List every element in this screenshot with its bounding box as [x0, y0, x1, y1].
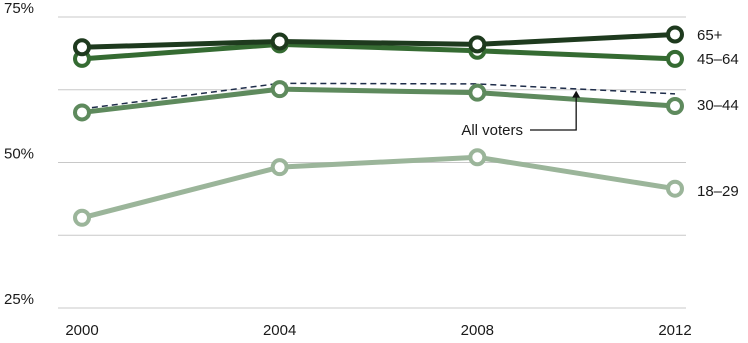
series-line	[81, 31, 676, 50]
series-lines	[81, 31, 676, 221]
y-tick-label: 50%	[4, 146, 34, 163]
series-markers	[73, 25, 684, 227]
x-tick-label: 2004	[263, 322, 296, 339]
data-point	[666, 179, 684, 198]
series-label: 65+	[697, 27, 723, 44]
data-point	[666, 25, 684, 44]
data-point	[468, 83, 487, 102]
x-tick-label: 2012	[658, 322, 691, 339]
annotation-label: All voters	[461, 122, 523, 139]
annotation-arrowhead	[572, 90, 581, 98]
series-label: 45–64	[697, 51, 739, 68]
data-point	[73, 38, 91, 57]
data-point	[270, 32, 289, 51]
series-line	[81, 86, 676, 115]
all-voters-annotation: All voters	[461, 90, 581, 139]
x-axis-ticks: 2000 2004 2008 2012	[65, 322, 691, 339]
y-axis-ticks: 25% 50% 75%	[4, 0, 34, 308]
series-label: 18–29	[697, 183, 739, 200]
series-labels: 65+ 45–64 30–44 18–29	[697, 27, 739, 200]
annotation-leader-line	[530, 96, 577, 131]
data-point	[468, 148, 487, 167]
series-label: 30–44	[697, 97, 739, 114]
y-tick-label: 25%	[4, 291, 34, 308]
series-line	[81, 41, 676, 62]
data-point	[73, 103, 91, 122]
data-point	[270, 158, 289, 177]
series-line	[81, 154, 676, 221]
data-point	[666, 49, 684, 68]
data-point	[468, 35, 487, 54]
x-tick-label: 2000	[65, 322, 98, 339]
y-tick-label: 75%	[4, 0, 34, 17]
data-point	[270, 80, 289, 99]
data-point	[73, 208, 91, 227]
series-line-all-voters	[81, 82, 676, 110]
x-tick-label: 2008	[461, 322, 494, 339]
data-point	[666, 97, 684, 116]
